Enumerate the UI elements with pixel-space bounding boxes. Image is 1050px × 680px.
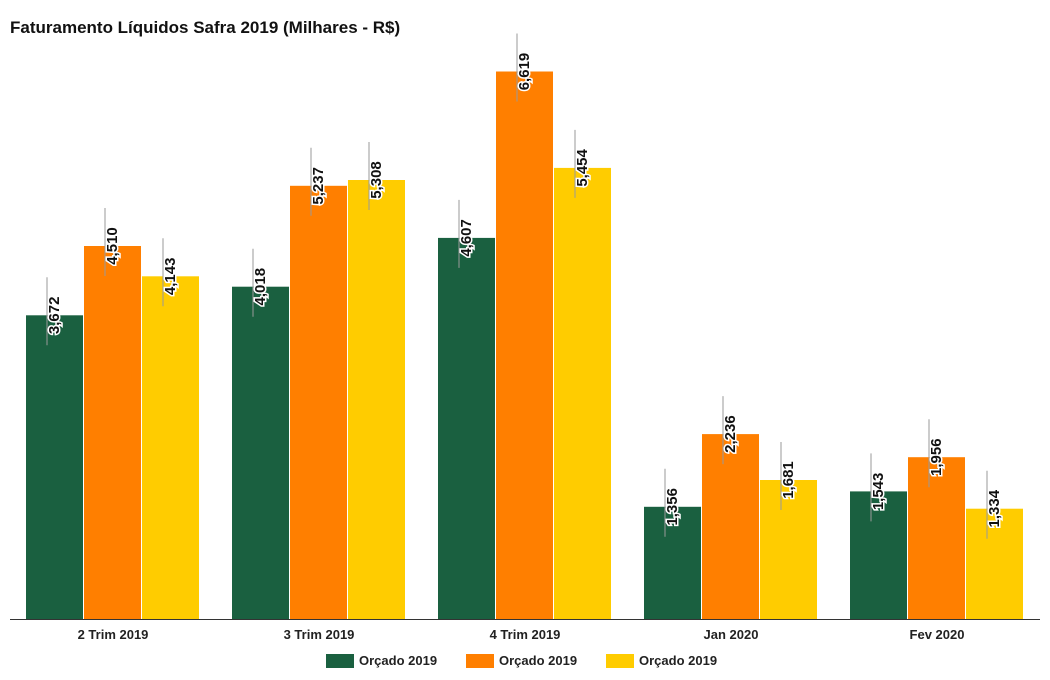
bar-0-0 (26, 315, 83, 619)
data-label-0-1: 4,510 (104, 227, 121, 265)
data-label-2-2: 5,454 (574, 148, 591, 186)
data-label-4-0: 1,543 (870, 473, 887, 511)
bar-2-2 (554, 167, 611, 619)
legend-swatch-2 (606, 654, 634, 668)
bar-4-1 (908, 457, 965, 619)
bar-4-2 (966, 508, 1023, 619)
data-label-2-0: 4,607 (458, 219, 475, 257)
chart-title: Faturamento Líquidos Safra 2019 (Milhare… (10, 18, 401, 37)
data-label-0-2: 4,143 (162, 258, 179, 296)
bar-3-0 (644, 506, 701, 619)
data-label-1-2: 5,308 (368, 161, 385, 199)
x-tick-label-1: 3 Trim 2019 (284, 627, 355, 642)
bar-1-1 (290, 185, 347, 620)
x-tick-label-0: 2 Trim 2019 (78, 627, 149, 642)
data-label-0-0: 3,672 (46, 297, 63, 335)
data-label-1-0: 4,018 (252, 268, 269, 306)
legend-swatch-0 (326, 654, 354, 668)
bar-2-0 (438, 237, 495, 619)
legend-swatch-1 (466, 654, 494, 668)
data-label-4-1: 1,956 (928, 438, 945, 476)
x-tick-label-2: 4 Trim 2019 (490, 627, 561, 642)
data-label-3-2: 1,681 (780, 461, 797, 499)
data-label-4-2: 1,334 (986, 489, 1003, 527)
bar-2-1 (496, 71, 553, 619)
data-label-1-1: 5,237 (310, 167, 327, 205)
data-label-3-1: 2,236 (722, 415, 739, 453)
bar-1-2 (348, 180, 405, 619)
legend-label-1: Orçado 2019 (499, 653, 577, 668)
bar-3-2 (760, 480, 817, 619)
data-label-3-0: 1,356 (664, 488, 681, 526)
x-tick-label-4: Fev 2020 (910, 627, 965, 642)
data-label-2-1: 6,619 (516, 53, 533, 91)
x-tick-label-3: Jan 2020 (704, 627, 759, 642)
bar-0-2 (142, 276, 199, 619)
bar-1-0 (232, 286, 289, 619)
bar-3-1 (702, 434, 759, 619)
bar-4-0 (850, 491, 907, 619)
legend-label-2: Orçado 2019 (639, 653, 717, 668)
bar-0-1 (84, 246, 141, 619)
legend-label-0: Orçado 2019 (359, 653, 437, 668)
